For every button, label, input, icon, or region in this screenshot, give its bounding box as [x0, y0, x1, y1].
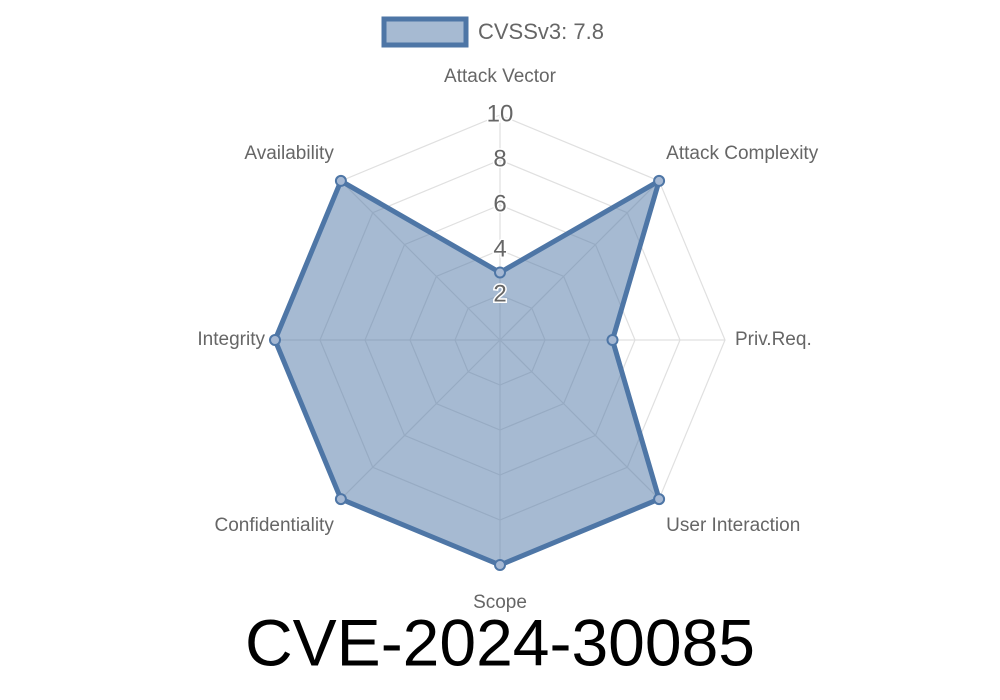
- r-tick-label: 6: [493, 190, 506, 217]
- category-label: User Interaction: [666, 515, 800, 536]
- data-point: [606, 334, 619, 346]
- r-tick-label: 8: [493, 145, 506, 172]
- chart-title: CVE-2024-30085: [245, 605, 755, 679]
- data-point: [494, 266, 506, 279]
- radar-area: [272, 178, 662, 568]
- category-label: Scope: [473, 592, 527, 613]
- category-label: Confidentiality: [214, 515, 334, 536]
- category-label: Attack Vector: [444, 66, 557, 87]
- data-point: [653, 174, 666, 187]
- r-tick-label: 2: [493, 280, 506, 307]
- category-label: Priv.Req.: [735, 329, 812, 350]
- data-point: [653, 493, 666, 506]
- data-point: [334, 174, 347, 187]
- category-label: Availability: [244, 143, 334, 164]
- r-tick-label: 10: [487, 100, 514, 127]
- data-point: [334, 493, 347, 506]
- data-point: [269, 334, 281, 346]
- category-label: Integrity: [197, 329, 265, 350]
- legend-label: CVSSv3: 7.8: [478, 19, 604, 44]
- category-label: Attack Complexity: [666, 143, 819, 164]
- legend-swatch: [381, 16, 469, 48]
- data-point: [494, 559, 506, 571]
- r-tick-label: 4: [493, 235, 506, 262]
